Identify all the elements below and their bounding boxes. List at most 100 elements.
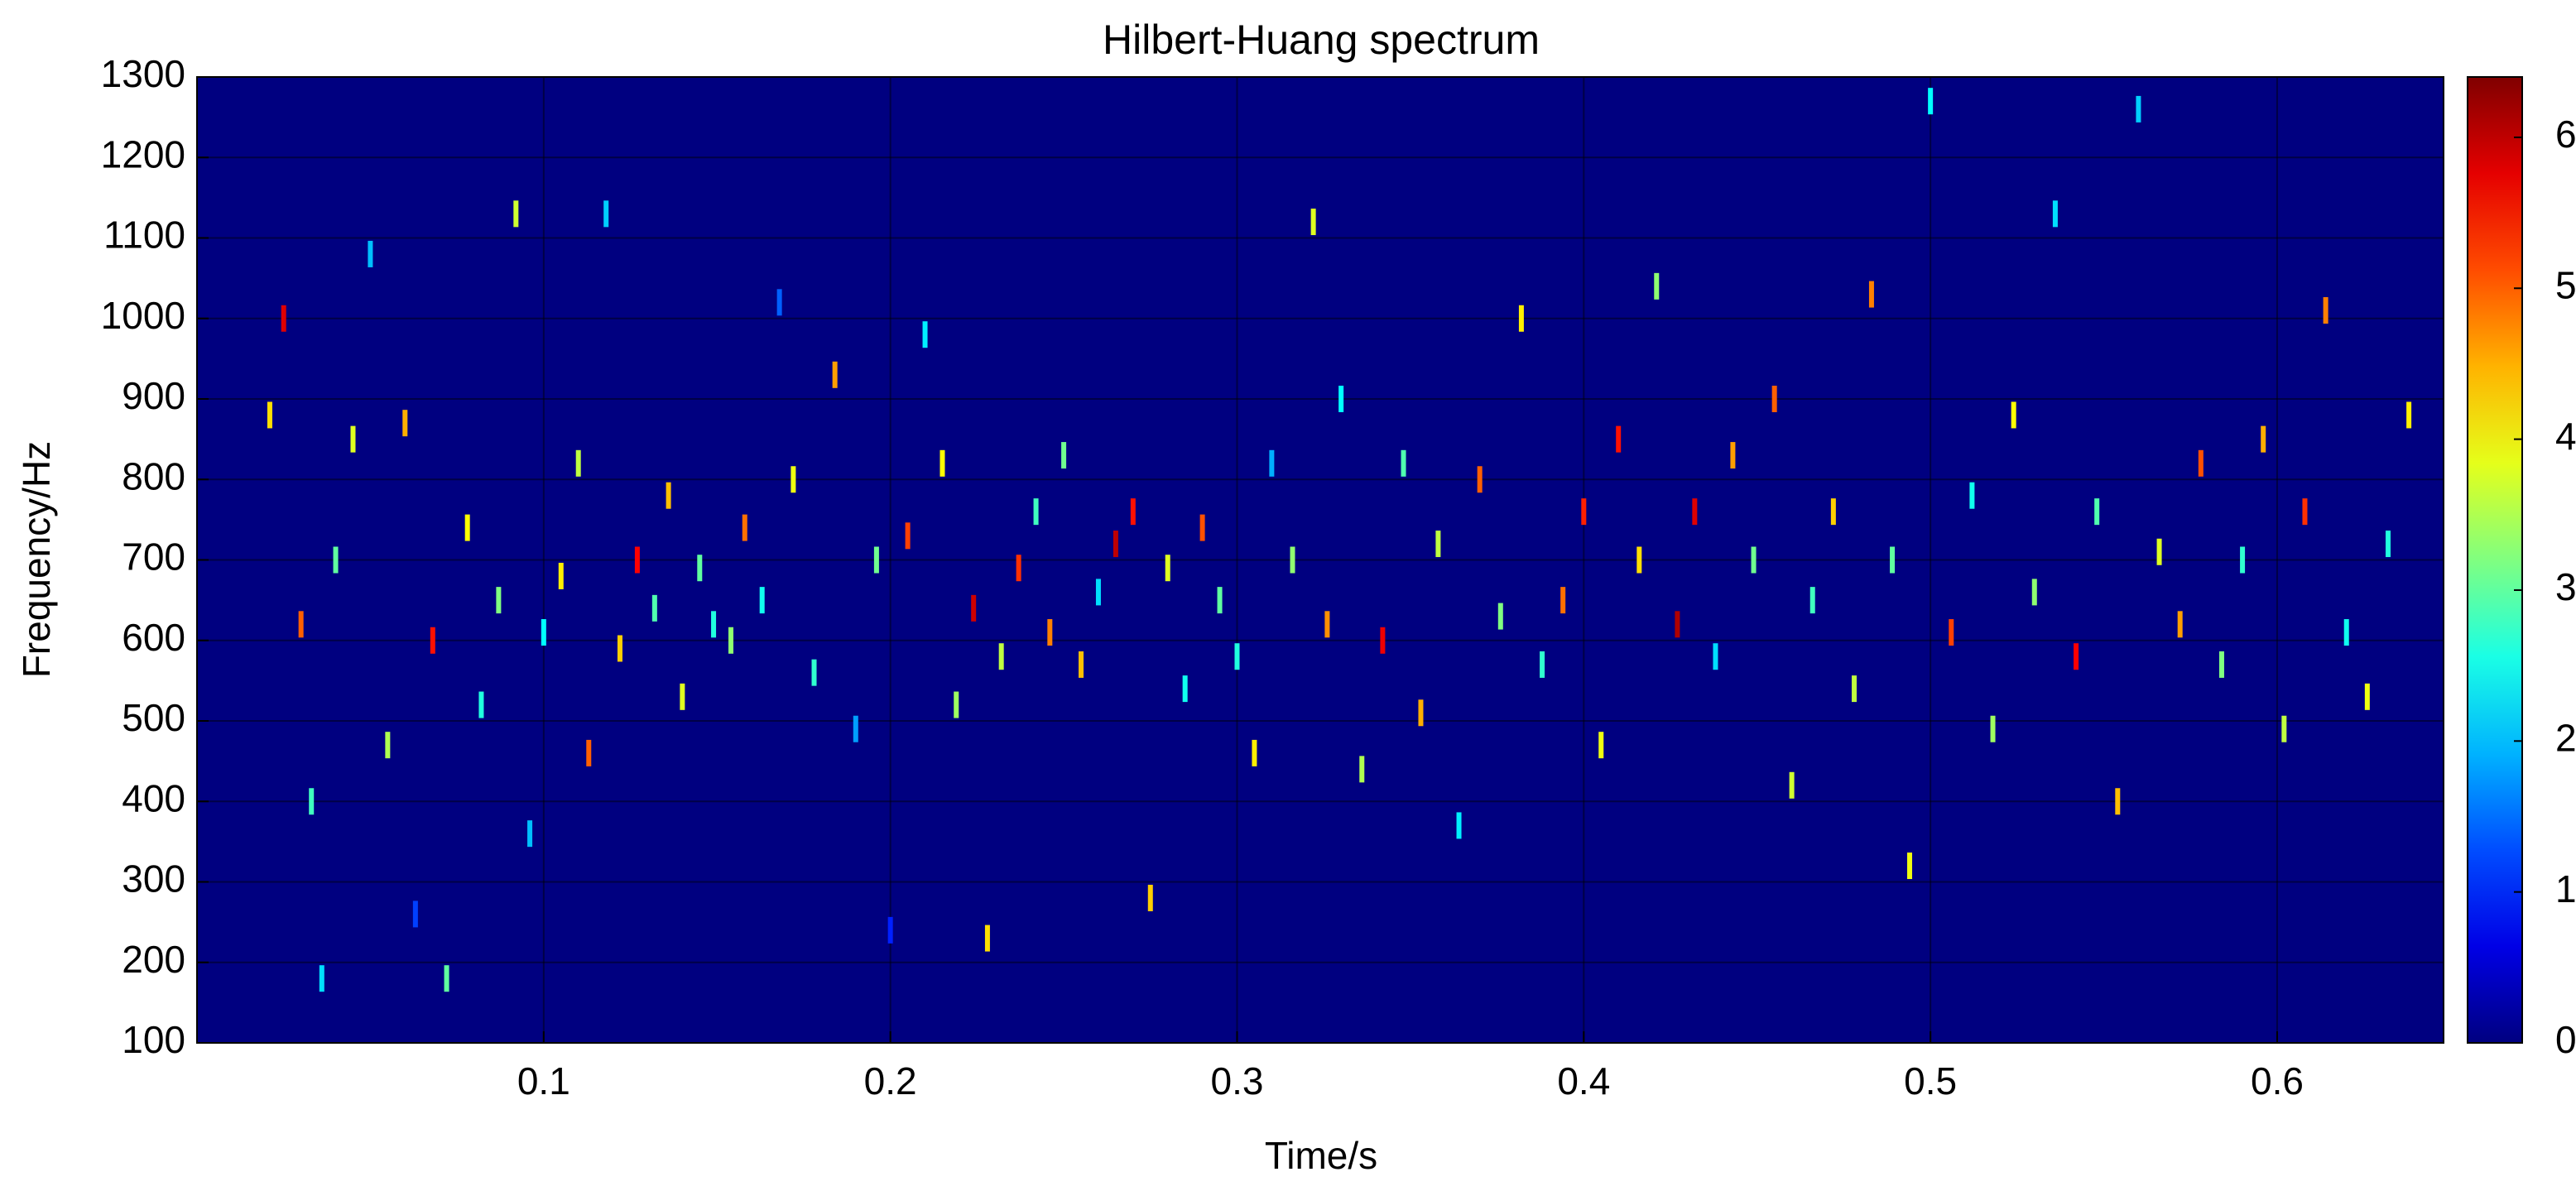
spectrum-cell (759, 587, 765, 614)
spectrum-cell (1061, 442, 1067, 469)
spectrum-cell (1130, 498, 1136, 526)
spectrum-cell (1751, 546, 1757, 574)
spectrum-cell (776, 289, 782, 316)
spectrum-cell (1713, 643, 1718, 670)
spectrum-cell (887, 916, 893, 944)
spectrum-cell (1809, 587, 1815, 614)
spectrum-cell (1047, 619, 1053, 646)
colorbar (2467, 76, 2523, 1044)
spectrum-cell (791, 466, 796, 493)
spectrum-cell (2323, 297, 2328, 324)
spectrum-cell (998, 643, 1004, 670)
spectrum-cell (984, 925, 990, 952)
spectrum-cell (281, 305, 286, 332)
spectrum-cell (1560, 587, 1566, 614)
spectrum-cell (832, 361, 838, 388)
spectrum-cell (1147, 884, 1153, 911)
spectrum-cell (1949, 619, 1954, 646)
spectrum-cell (527, 820, 533, 848)
spectrum-cell (971, 594, 977, 622)
y-tick-label: 1200 (101, 132, 185, 175)
spectrum-cell (651, 594, 657, 622)
spectrum-cell (1969, 482, 1975, 509)
spectrum-cell (430, 627, 435, 654)
spectrum-cell (1890, 546, 1896, 574)
spectrum-cell (1435, 531, 1441, 558)
spectrum-cell (1217, 587, 1223, 614)
spectrum-cell (811, 659, 817, 686)
x-tick-label: 0.6 (2251, 1059, 2304, 1102)
spectrum-cell (2011, 401, 2016, 429)
spectrum-cell (267, 401, 272, 429)
spectrum-cell (464, 514, 470, 541)
colorbar-tick-label: 1 (2555, 867, 2576, 910)
spectrum-cell (1199, 514, 1205, 541)
spectrum-cell (1675, 611, 1680, 638)
spectrum-cell (496, 587, 502, 614)
spectrum-cell (728, 627, 733, 654)
spectrum-cell (1477, 466, 1483, 493)
spectrum-cell (1616, 425, 1622, 453)
spectrum-cell (1290, 546, 1295, 574)
spectrum-cell (1079, 651, 1084, 678)
spectrum-cell (2031, 579, 2037, 606)
y-tick-label: 100 (122, 1018, 185, 1061)
spectrum-cell (1540, 651, 1545, 678)
spectrum-cell (1928, 88, 1934, 115)
spectrum-cell (1310, 209, 1316, 236)
spectrum-cell (1165, 555, 1170, 582)
spectrum-cell (711, 611, 717, 638)
y-tick-label: 200 (122, 938, 185, 981)
spectrum-cell (319, 965, 324, 992)
spectrum-cell (1418, 699, 1424, 727)
x-tick-label: 0.1 (517, 1059, 570, 1102)
spectrum-cell (1016, 555, 1021, 582)
y-tick-label: 1100 (103, 214, 185, 257)
spectrum-cell (1830, 498, 1836, 526)
spectrum-cell (603, 200, 609, 228)
spectrum-cell (666, 482, 671, 509)
spectrum-cell (2343, 619, 2349, 646)
spectrum-cell (1234, 643, 1240, 670)
spectrum-cell (412, 901, 418, 928)
spectrum-cell (634, 546, 640, 574)
spectrum-cell (617, 635, 622, 662)
spectrum-cell (1789, 771, 1795, 799)
spectrum-cell (1598, 732, 1604, 759)
spectrum-cell (2261, 425, 2266, 453)
spectrum-cell (1730, 442, 1736, 469)
colorbar-tick-label: 6 (2555, 113, 2576, 156)
spectrum-cell (742, 514, 747, 541)
y-tick-label: 800 (122, 454, 185, 497)
spectrum-cell (1113, 531, 1118, 558)
plot-background (197, 77, 2444, 1043)
y-tick-label: 400 (122, 776, 185, 819)
spectrum-cell (853, 715, 858, 742)
spectrum-cell (1095, 579, 1101, 606)
spectrum-cell (1868, 281, 1874, 308)
spectrum-cell (1182, 675, 1188, 703)
spectrum-cell (2281, 715, 2287, 742)
x-tick-label: 0.2 (864, 1059, 917, 1102)
spectrum-cell (2364, 683, 2370, 710)
colorbar-tick-label: 2 (2555, 716, 2576, 759)
spectrum-cell (905, 522, 911, 550)
spectrum-cell (1497, 603, 1503, 630)
spectrum-cell (586, 739, 592, 766)
y-tick-label: 600 (122, 616, 185, 659)
y-tick-label: 900 (122, 374, 185, 417)
colorbar-tick-label: 0 (2555, 1018, 2576, 1061)
spectrum-cell (1990, 715, 1996, 742)
spectrum-cell (2406, 401, 2412, 429)
spectrum-cell (575, 449, 581, 477)
spectrum-cell (368, 240, 373, 267)
spectrum-cell (513, 200, 519, 228)
spectrum-cell (2302, 498, 2308, 526)
spectrum-cell (541, 619, 546, 646)
spectrum-cell (954, 691, 959, 718)
colorbar-tick-label: 5 (2555, 263, 2576, 306)
spectrum-cell (1692, 498, 1698, 526)
spectrum-cell (478, 691, 484, 718)
spectrum-cell (385, 732, 391, 759)
